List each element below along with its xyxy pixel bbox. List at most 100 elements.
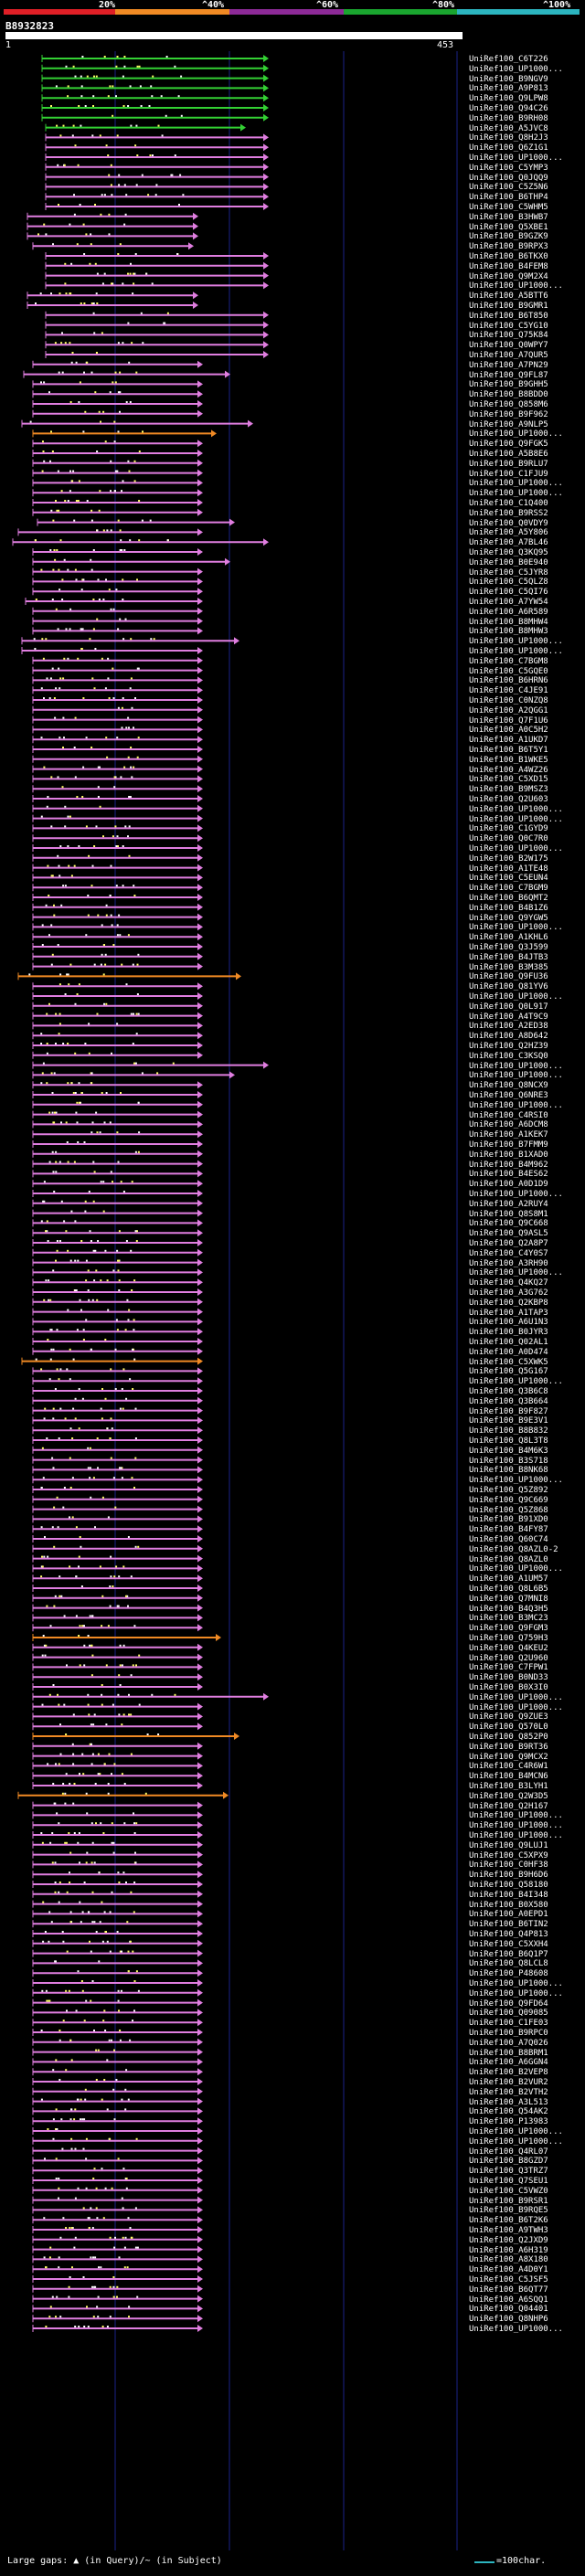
hit-label[interactable]: UniRef100_B8GZD7: [469, 2157, 548, 2167]
hit-label[interactable]: UniRef100_UP1000...: [469, 64, 563, 74]
hit-label[interactable]: UniRef100_B8NK68: [469, 1466, 548, 1476]
hit-label[interactable]: UniRef100_UP1000...: [469, 1692, 563, 1702]
hit-label[interactable]: UniRef100_Q04401: [469, 2305, 548, 2315]
hit-label[interactable]: UniRef100_Q0WPY7: [469, 341, 548, 351]
hit-label[interactable]: UniRef100_Q60C74: [469, 1535, 548, 1544]
hit-label[interactable]: UniRef100_UP1000...: [469, 1821, 563, 1831]
hit-label[interactable]: UniRef100_Q9FL87: [469, 370, 548, 380]
hit-label[interactable]: UniRef100_Q3B6C8: [469, 1387, 548, 1396]
hit-label[interactable]: UniRef100_B7FMM9: [469, 1140, 548, 1150]
hit-label[interactable]: UniRef100_UP1000...: [469, 1061, 563, 1071]
hit-label[interactable]: UniRef100_A4WZ26: [469, 765, 548, 775]
hit-label[interactable]: UniRef100_A5BTT6: [469, 292, 548, 302]
hit-label[interactable]: UniRef100_B9GZK9: [469, 232, 548, 242]
hit-label[interactable]: UniRef100_B9GHH5: [469, 380, 548, 390]
hit-label[interactable]: UniRef100_B8BDD0: [469, 390, 548, 400]
hit-label[interactable]: UniRef100_Q0L917: [469, 1002, 548, 1012]
hit-label[interactable]: UniRef100_Q94C26: [469, 104, 548, 113]
hit-label[interactable]: UniRef100_A6U1N3: [469, 1318, 548, 1328]
hit-label[interactable]: UniRef100_A3G762: [469, 1288, 548, 1298]
hit-label[interactable]: UniRef100_Q0VDY9: [469, 518, 548, 528]
hit-label[interactable]: UniRef100_UP1000...: [469, 1071, 563, 1081]
hit-label[interactable]: UniRef100_A0D474: [469, 1347, 548, 1357]
hit-label[interactable]: UniRef100_B9E3V1: [469, 1416, 548, 1426]
hit-label[interactable]: UniRef100_UP1000...: [469, 1268, 563, 1278]
hit-label[interactable]: UniRef100_B3LYH1: [469, 1782, 548, 1791]
hit-label[interactable]: UniRef100_B8MHW4: [469, 617, 548, 627]
hit-label[interactable]: UniRef100_B0X580: [469, 1900, 548, 1910]
hit-label[interactable]: UniRef100_C7FPW1: [469, 1663, 548, 1673]
hit-label[interactable]: UniRef100_B9RLU7: [469, 459, 548, 469]
hit-label[interactable]: UniRef100_Q9ASL5: [469, 1229, 548, 1239]
hit-label[interactable]: UniRef100_Q570L0: [469, 1723, 548, 1733]
hit-label[interactable]: UniRef100_B9F962: [469, 409, 548, 419]
hit-label[interactable]: UniRef100_Q2U603: [469, 795, 548, 804]
hit-label[interactable]: UniRef100_A6SQQ1: [469, 2295, 548, 2305]
hit-label[interactable]: UniRef100_Q5XBE1: [469, 222, 548, 232]
hit-label[interactable]: UniRef100_A1KHL6: [469, 933, 548, 943]
hit-label[interactable]: UniRef100_C4R6W1: [469, 1762, 548, 1772]
hit-label[interactable]: UniRef100_B9F827: [469, 1406, 548, 1416]
hit-label[interactable]: UniRef100_C5XXH4: [469, 1939, 548, 1949]
hit-label[interactable]: UniRef100_UP1000...: [469, 1564, 563, 1574]
hit-label[interactable]: UniRef100_A6H319: [469, 2245, 548, 2255]
hit-label[interactable]: UniRef100_B9RSS2: [469, 508, 548, 518]
hit-label[interactable]: UniRef100_Q9LPW8: [469, 94, 548, 104]
hit-label[interactable]: UniRef100_C5YG10: [469, 321, 548, 331]
hit-label[interactable]: UniRef100_UP1000...: [469, 1988, 563, 1998]
hit-label[interactable]: UniRef100_C5YMP3: [469, 163, 548, 173]
hit-label[interactable]: UniRef100_Q8AZL0-2: [469, 1544, 558, 1554]
hit-label[interactable]: UniRef100_Q9YGW5: [469, 913, 548, 923]
hit-label[interactable]: UniRef100_B8BRM1: [469, 2048, 548, 2058]
hit-label[interactable]: UniRef100_A9P813: [469, 84, 548, 94]
hit-label[interactable]: UniRef100_A6R589: [469, 607, 548, 617]
hit-label[interactable]: UniRef100_UP1000...: [469, 647, 563, 656]
hit-label[interactable]: UniRef100_A1KEK7: [469, 1130, 548, 1140]
hit-label[interactable]: UniRef100_UP1000...: [469, 281, 563, 292]
hit-label[interactable]: UniRef100_Q5Z892: [469, 1486, 548, 1495]
hit-label[interactable]: UniRef100_A3L513: [469, 2097, 548, 2107]
hit-label[interactable]: UniRef100_B6Q1P7: [469, 1949, 548, 1959]
hit-label[interactable]: UniRef100_C4RSI0: [469, 1110, 548, 1120]
hit-label[interactable]: UniRef100_Q3B664: [469, 1396, 548, 1406]
hit-label[interactable]: UniRef100_UP1000...: [469, 2136, 563, 2147]
hit-label[interactable]: UniRef100_A5JVC8: [469, 123, 548, 133]
hit-label[interactable]: UniRef100_Q4RL07: [469, 2147, 548, 2157]
hit-label[interactable]: UniRef100_Q4KEU2: [469, 1643, 548, 1653]
hit-label[interactable]: UniRef100_B0E940: [469, 557, 548, 567]
hit-label[interactable]: UniRef100_B9NGV9: [469, 74, 548, 84]
hit-label[interactable]: UniRef100_Q09085: [469, 2009, 548, 2019]
hit-label[interactable]: UniRef100_UP1000...: [469, 1979, 563, 1988]
hit-label[interactable]: UniRef100_Q9MCX2: [469, 1752, 548, 1762]
hit-label[interactable]: UniRef100_B8MHW3: [469, 627, 548, 637]
hit-label[interactable]: UniRef100_A5B8E6: [469, 450, 548, 459]
hit-label[interactable]: UniRef100_B6T5Y1: [469, 746, 548, 755]
hit-label[interactable]: UniRef100_A7QUR5: [469, 351, 548, 360]
hit-label[interactable]: UniRef100_UP1000...: [469, 814, 563, 824]
hit-label[interactable]: UniRef100_Q6NRE3: [469, 1091, 548, 1100]
hit-label[interactable]: UniRef100_C1FJU9: [469, 469, 548, 479]
hit-label[interactable]: UniRef100_UP1000...: [469, 844, 563, 853]
hit-label[interactable]: UniRef100_C5XPX9: [469, 1850, 548, 1860]
hit-label[interactable]: UniRef100_B1WKE5: [469, 755, 548, 765]
hit-label[interactable]: UniRef100_C7BGM8: [469, 656, 548, 666]
hit-label[interactable]: UniRef100_B4FY87: [469, 1525, 548, 1535]
hit-label[interactable]: UniRef100_Q8AZL0: [469, 1554, 548, 1564]
hit-label[interactable]: UniRef100_A4D0Y1: [469, 2265, 548, 2275]
hit-label[interactable]: UniRef100_C1GYD9: [469, 824, 548, 834]
hit-label[interactable]: UniRef100_Q2A8P7: [469, 1239, 548, 1248]
hit-label[interactable]: UniRef100_C5XWK5: [469, 1357, 548, 1367]
hit-label[interactable]: UniRef100_Q9FGM3: [469, 1624, 548, 1634]
hit-label[interactable]: UniRef100_B9RSR1: [469, 2196, 548, 2206]
hit-label[interactable]: UniRef100_Q3TRZ7: [469, 2167, 548, 2177]
hit-label[interactable]: UniRef100_Q858M6: [469, 400, 548, 409]
hit-label[interactable]: UniRef100_B4FEM8: [469, 261, 548, 271]
hit-label[interactable]: UniRef100_B6QMT2: [469, 894, 548, 903]
hit-label[interactable]: UniRef100_UP1000...: [469, 992, 563, 1002]
hit-label[interactable]: UniRef100_Q8NCX9: [469, 1081, 548, 1091]
hit-label[interactable]: UniRef100_C5XD15: [469, 775, 548, 785]
hit-label[interactable]: UniRef100_Q2H167: [469, 1801, 548, 1811]
hit-label[interactable]: UniRef100_UP1000...: [469, 2325, 563, 2334]
hit-label[interactable]: UniRef100_A7PN29: [469, 360, 548, 370]
hit-label[interactable]: UniRef100_Q2KBP8: [469, 1298, 548, 1308]
